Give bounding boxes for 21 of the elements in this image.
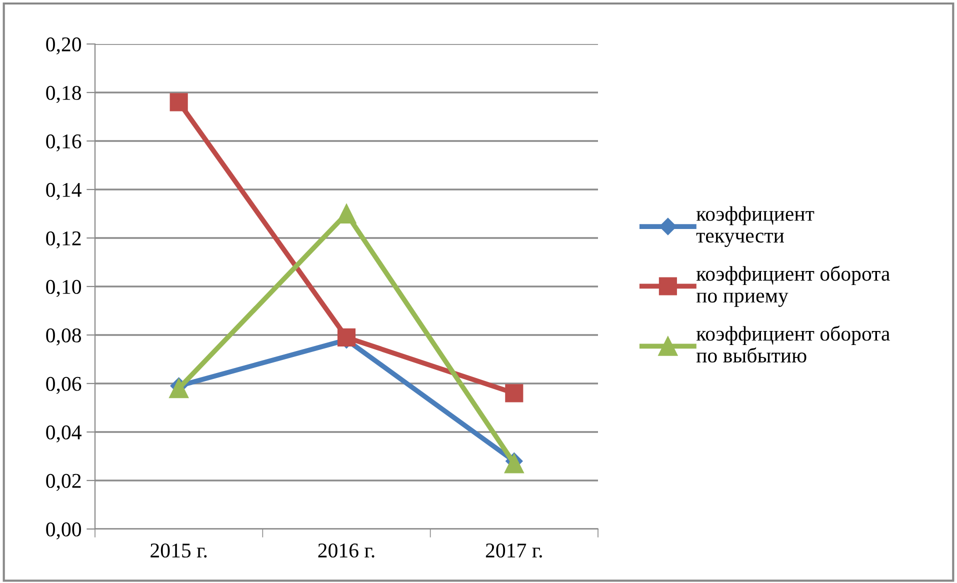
y-tick-label: 0,14 — [46, 182, 82, 200]
y-tick-label: 0,12 — [46, 231, 81, 248]
y-tick-label: 0,08 — [46, 328, 82, 346]
point — [504, 454, 524, 474]
legend-label: коэффициент оборота по выбытию — [696, 326, 890, 363]
x-tick-label: 2016 г. — [318, 543, 374, 558]
y-tick-label: 0,02 — [46, 474, 81, 491]
point — [505, 384, 524, 402]
y-tick-label: 0,00 — [46, 522, 82, 540]
y-tick-label: 0,06 — [46, 376, 82, 394]
y-tick-label: 0,16 — [46, 134, 82, 152]
point — [337, 328, 356, 346]
y-tick-label: 0,18 — [46, 86, 82, 103]
point — [336, 204, 356, 224]
point — [170, 93, 188, 112]
y-tick-label: 0,04 — [46, 425, 82, 442]
y-tick-label: 0,10 — [46, 280, 82, 297]
x-tick-label: 2017 г. — [486, 543, 542, 558]
x-tick-label: 2015 г. — [150, 543, 207, 558]
point — [169, 378, 189, 398]
y-tick-label: 0,20 — [46, 37, 82, 54]
